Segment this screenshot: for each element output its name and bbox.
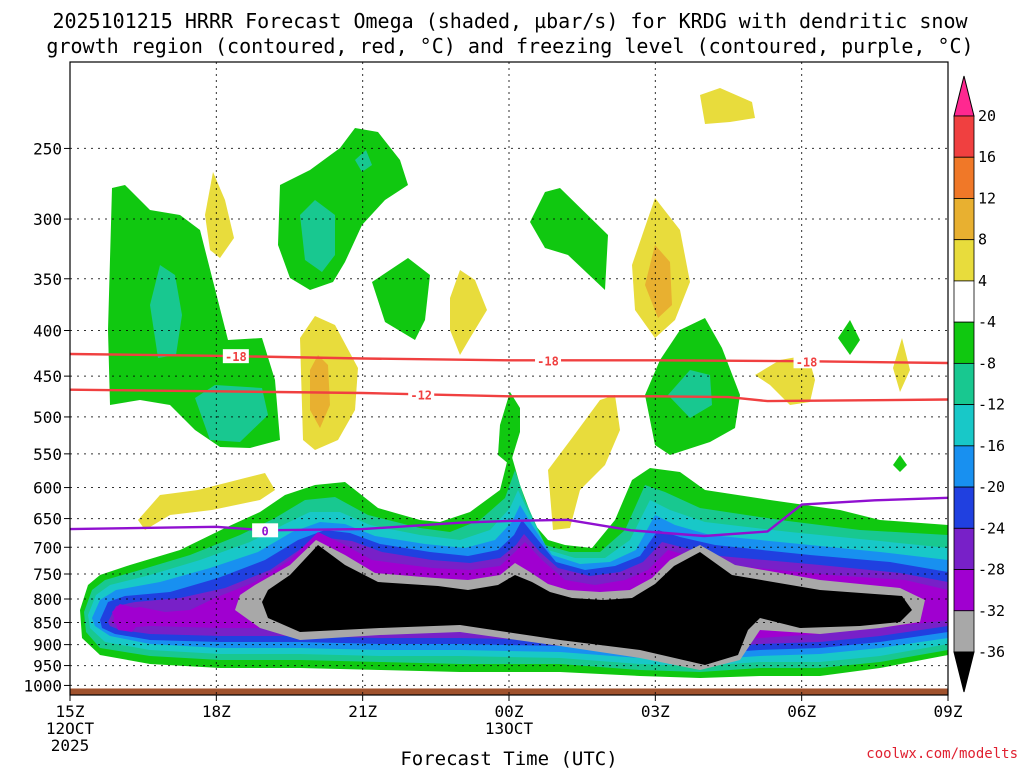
colorbar-top-arrow [953,75,975,117]
omega-cell-yellow [700,88,755,124]
x-tick-label: 2025 [51,736,90,755]
colorbar-bin [953,198,975,241]
colorbar-tick-label: -32 [978,602,1005,620]
contour-label-bg [535,353,562,368]
contour-label: -18 [796,355,818,369]
omega-cell-teal [195,385,268,442]
y-tick-label: 450 [33,367,62,386]
y-tick-label: 700 [33,538,62,557]
colorbar-tick-label: 16 [978,148,996,166]
y-tick-label: 750 [33,565,62,584]
pressure-axis: 250 300 350 400 450 500 550 600 650 700 750 800 850 9… [23,139,70,695]
colorbar-bin [953,404,975,447]
colorbar-tick-label: -4 [978,313,996,331]
contour-label-bg [793,354,820,369]
contour-label-bg [222,349,249,364]
x-tick-label: 21Z [348,702,377,721]
contour-label: -18 [537,354,559,368]
colorbar-tick-label: -12 [978,396,1005,414]
colorbar-tick-label: -28 [978,561,1005,579]
x-tick-label: 03Z [641,702,670,721]
omega-shaded-field [80,88,948,678]
omega-cell-yellow [138,473,275,530]
surface-band [70,688,948,695]
omega-cell-green [278,128,408,290]
omega-cell-orange [645,245,672,318]
contour-line--12 [69,388,949,403]
colorbar-tick-label: -20 [978,478,1005,496]
contour-label: -12 [410,388,432,402]
colorbar-tick-label: 20 [978,107,996,125]
omega-cell-yellow [300,316,358,450]
omega-cell-green [372,258,430,340]
chart-title-line-2: growth region (contoured, red, °C) and f… [46,34,973,58]
x-tick-label: 15Z [56,702,85,721]
omega-band-black [262,545,912,665]
omega-cell-green [893,455,907,472]
x-tick-label: 12OCT [46,719,95,738]
colorbar-bin [953,527,975,570]
x-tick-label: 18Z [202,702,231,721]
y-tick-label: 650 [33,510,62,529]
colorbar-bin [953,486,975,529]
omega-band-purple [112,604,140,632]
contour-label-bg [252,523,279,538]
colorbar-tick-label: -24 [978,519,1005,537]
colorbar-tick-label: 4 [978,272,987,290]
colorbar-tick-label: -8 [978,354,996,372]
y-tick-label: 350 [33,270,62,289]
omega-cell-green [838,320,860,355]
omega-cell-green [108,185,280,448]
colorbar-tick-label: 12 [978,189,996,207]
y-tick-label: 400 [33,321,62,340]
y-tick-label: 600 [33,479,62,498]
y-tick-label: 800 [33,590,62,609]
colorbar-bin [953,569,975,612]
omega-cell-yellow [893,338,910,392]
colorbar-bin [953,362,975,406]
y-tick-label: 950 [33,657,62,676]
x-tick-label: 00Z [495,702,524,721]
credit-text: coolwx.com/modelts [866,746,1018,762]
y-tick-label: 300 [33,210,62,229]
omega-cell-teal [355,150,372,172]
x-axis-label: Forecast Time (UTC) [400,748,617,768]
omega-cell-yellow [205,172,234,258]
colorbar-bin [953,321,975,364]
x-tick-label: 13OCT [485,719,534,738]
colorbar-bin [953,115,975,158]
x-tick-label: 06Z [787,702,816,721]
y-tick-label: 900 [33,636,62,655]
colorbar-tick-label: -16 [978,437,1005,455]
contour-label: -18 [225,350,247,364]
colorbar-tick-label: 8 [978,231,987,249]
chart-title-line-1: 2025101215 HRRR Forecast Omega (shaded, … [52,9,968,33]
colorbar-bin [953,610,975,653]
omega-cell-teal [150,265,182,358]
omega-cell-yellow [548,395,620,530]
contour-label: 0 [261,524,268,538]
colorbar-tick-label: -36 [978,643,1005,661]
colorbar-bin [953,239,975,282]
x-tick-label: 09Z [934,702,963,721]
colorbar-bin [953,280,975,323]
contour-layer: -18 -18 -18 -12 0 [69,349,949,538]
y-tick-label: 850 [33,613,62,632]
contour-label-bg [408,387,435,402]
colorbar-bottom-arrow [953,651,975,693]
y-tick-label: 1000 [23,676,62,695]
y-tick-label: 250 [33,139,62,158]
colorbar-bin [953,445,975,488]
omega-cell-teal [300,200,335,272]
omega-cell-teal [668,370,712,418]
omega-colorbar: 20 16 12 8 4 -4 -8 -12 -16 -20 -24 -28 -32 -36 [953,75,1005,693]
y-tick-label: 500 [33,408,62,427]
omega-cell-yellow [450,270,487,355]
colorbar-bin [953,156,975,199]
omega-cell-green [530,188,608,290]
y-tick-label: 550 [33,445,62,464]
